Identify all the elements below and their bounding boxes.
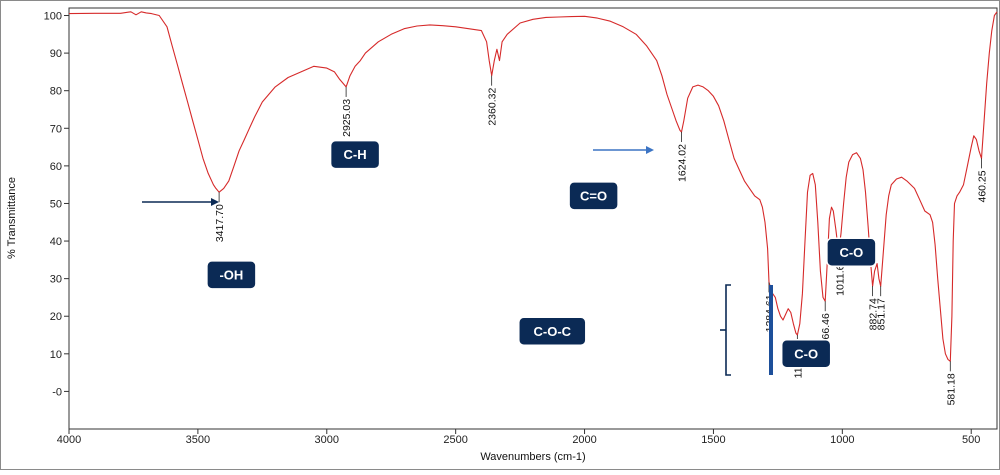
x-tick-label: 2500 (443, 434, 467, 446)
peak-label: 3417.70 (214, 204, 226, 242)
x-tick-label: 1000 (830, 434, 854, 446)
peak-label: 460.25 (977, 170, 989, 202)
y-tick-label: 40 (50, 236, 62, 248)
y-tick-label: 10 (50, 349, 62, 361)
y-tick-label: 80 (50, 86, 62, 98)
group-tag: -OH (206, 260, 257, 290)
y-tick-label: 30 (50, 274, 62, 286)
x-axis-title: Wavenumbers (cm-1) (480, 451, 585, 463)
peak-labels: 3417.702925.032360.321624.021284.611174.… (214, 75, 989, 405)
y-tick-label: 70 (50, 123, 62, 135)
oh-arrow-head (211, 198, 219, 206)
group-tag: C-O-C (518, 316, 587, 347)
x-tick-label: 3500 (186, 434, 210, 446)
group-tag-label: -OH (219, 267, 243, 282)
group-tag-box (826, 237, 877, 268)
group-tag-label: C-O (839, 245, 863, 260)
y-tick-label: 90 (50, 48, 62, 60)
peak-label: 882.74 (868, 298, 880, 330)
y-tick-label: 50 (50, 198, 62, 210)
peak-label: 581.18 (945, 373, 957, 405)
x-tick-label: 2000 (572, 434, 596, 446)
y-tick-label: 60 (50, 161, 62, 173)
peak-label: 1011.68 (834, 259, 846, 296)
group-tag: C-O (826, 237, 877, 268)
y-axis-title: % Transmittance (6, 177, 18, 259)
peak-label: 2925.03 (341, 99, 353, 137)
group-tag-label: C-H (344, 147, 367, 162)
group-tag-box (780, 339, 832, 369)
axis-ticks: 4000 3500 3000 2500 2000 1500 1000 500 100 90 80 70… (44, 11, 981, 446)
y-tick-label: 20 (50, 311, 62, 323)
group-tag-label: C=O (580, 188, 607, 203)
annotations: -OH C-H C=O C-O-C C-O C-O (142, 139, 877, 376)
group-tag-label: C-O-C (534, 324, 572, 339)
group-tag-box (206, 260, 257, 290)
peak-label: 2360.32 (487, 88, 499, 126)
co-arrow-head (646, 146, 654, 154)
plot-area (68, 7, 998, 430)
x-tick-label: 500 (962, 434, 980, 446)
x-tick-label: 3000 (315, 434, 339, 446)
group-tag-box (518, 316, 587, 347)
y-tick-label: -0 (52, 386, 62, 398)
x-tick-label: 1500 (701, 434, 725, 446)
spectrum-line (68, 11, 998, 362)
group-tag: C-O (780, 339, 832, 369)
peak-label: 1624.02 (677, 144, 689, 182)
x-tick-label: 4000 (57, 434, 81, 446)
group-tag-box (329, 139, 381, 170)
peak-label: 851.17 (876, 298, 888, 330)
group-tag: C=O (568, 181, 619, 211)
y-tick-label: 100 (44, 11, 62, 23)
spectrum-layer (68, 11, 998, 362)
group-tag-label: C-O (794, 346, 818, 361)
group-tag: C-H (329, 139, 381, 170)
group-tag-box (568, 181, 619, 211)
